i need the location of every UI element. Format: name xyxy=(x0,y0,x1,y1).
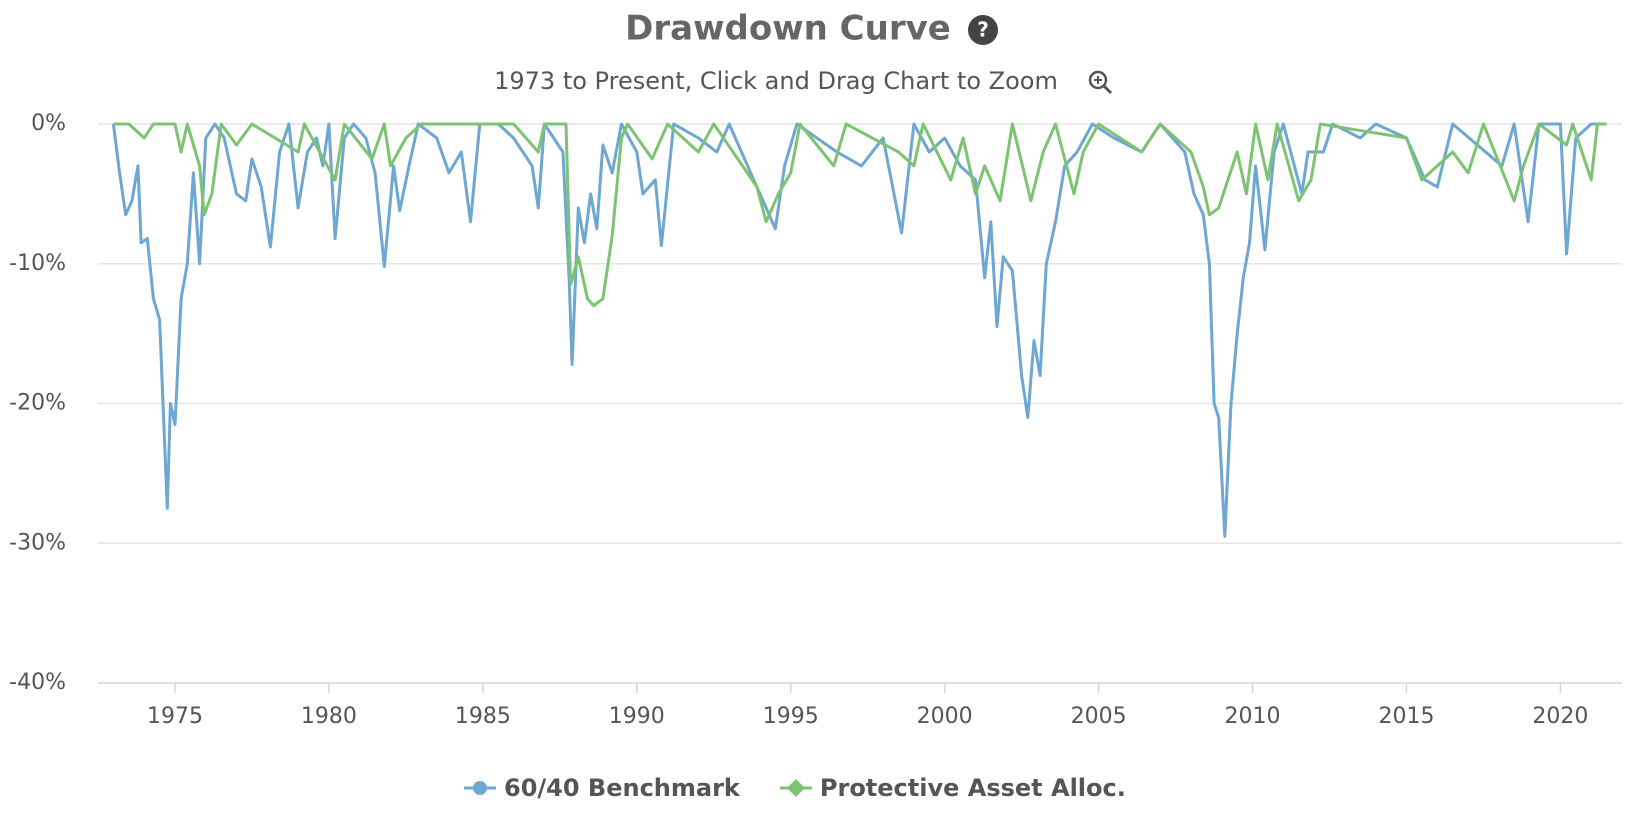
y-tick-label: -40% xyxy=(9,670,66,695)
x-tick-label: 2020 xyxy=(1532,704,1588,729)
x-tick-label: 2000 xyxy=(917,704,973,729)
x-tick-label: 2010 xyxy=(1225,704,1281,729)
svg-text:?: ? xyxy=(977,18,989,42)
legend-item[interactable]: Protective Asset Alloc. xyxy=(779,774,1126,802)
x-tick-label: 1990 xyxy=(609,704,665,729)
x-tick-label: 2015 xyxy=(1378,704,1434,729)
help-icon[interactable]: ? xyxy=(968,15,998,45)
legend-label: Protective Asset Alloc. xyxy=(820,774,1126,802)
y-tick-label: -20% xyxy=(9,391,66,416)
y-tick-label: 0% xyxy=(31,111,66,136)
x-tick-label: 1980 xyxy=(301,704,357,729)
chart-title: Drawdown Curve xyxy=(625,9,951,49)
x-tick-label: 2005 xyxy=(1071,704,1127,729)
series-line xyxy=(111,122,1604,538)
series-line xyxy=(113,122,1607,308)
x-tick-label: 1985 xyxy=(455,704,511,729)
chart-subtitle: 1973 to Present, Click and Drag Chart to… xyxy=(494,67,1058,95)
y-tick-label: -10% xyxy=(9,251,66,276)
x-tick-label: 1975 xyxy=(147,704,203,729)
y-tick-label: -30% xyxy=(9,530,66,555)
zoom-icon xyxy=(1088,70,1113,95)
legend-marker xyxy=(786,779,805,797)
legend-label: 60/40 Benchmark xyxy=(504,774,741,802)
legend-item[interactable]: 60/40 Benchmark xyxy=(464,774,741,802)
legend-marker xyxy=(473,781,487,795)
x-tick-label: 1995 xyxy=(763,704,819,729)
